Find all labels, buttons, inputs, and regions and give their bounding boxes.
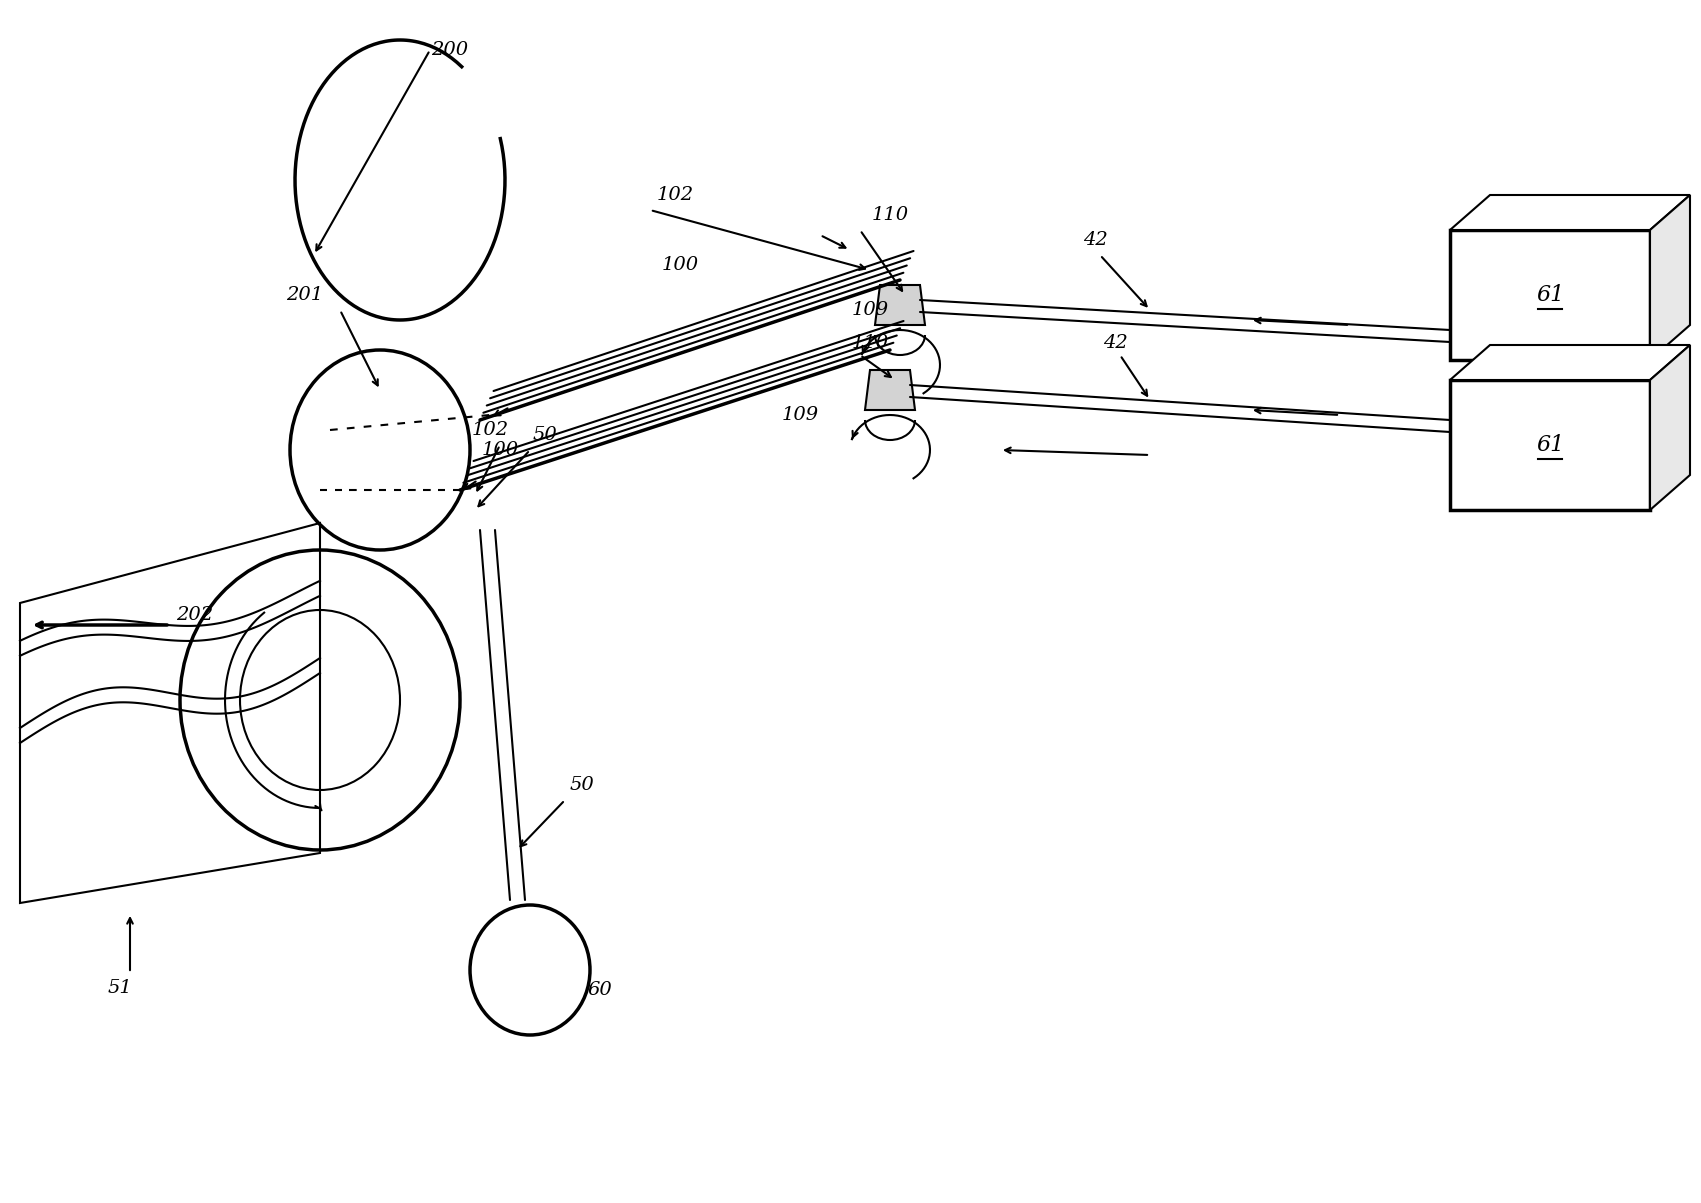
Polygon shape: [1449, 195, 1691, 230]
Polygon shape: [1449, 380, 1650, 510]
Text: 51: 51: [107, 979, 133, 997]
Text: 100: 100: [662, 256, 699, 274]
Polygon shape: [1650, 195, 1691, 360]
Text: 42: 42: [1082, 231, 1107, 249]
Polygon shape: [1449, 230, 1650, 360]
Text: 110: 110: [871, 206, 908, 224]
Text: 50: 50: [570, 776, 594, 794]
Text: 100: 100: [481, 442, 519, 460]
Polygon shape: [866, 371, 915, 410]
Text: 61: 61: [1536, 434, 1565, 456]
Polygon shape: [1449, 345, 1691, 380]
Polygon shape: [874, 285, 925, 325]
Text: 202: 202: [177, 606, 214, 624]
Text: 110: 110: [852, 334, 888, 352]
Text: 102: 102: [471, 421, 509, 439]
Text: 102: 102: [657, 186, 694, 205]
Text: 60: 60: [587, 980, 612, 998]
Text: 109: 109: [781, 405, 818, 423]
Text: 109: 109: [852, 301, 888, 319]
Text: 201: 201: [286, 286, 323, 304]
Text: 200: 200: [432, 41, 468, 59]
Text: 42: 42: [1102, 334, 1128, 352]
Polygon shape: [1650, 345, 1691, 510]
Text: 61: 61: [1536, 284, 1565, 306]
Text: 50: 50: [532, 426, 558, 444]
